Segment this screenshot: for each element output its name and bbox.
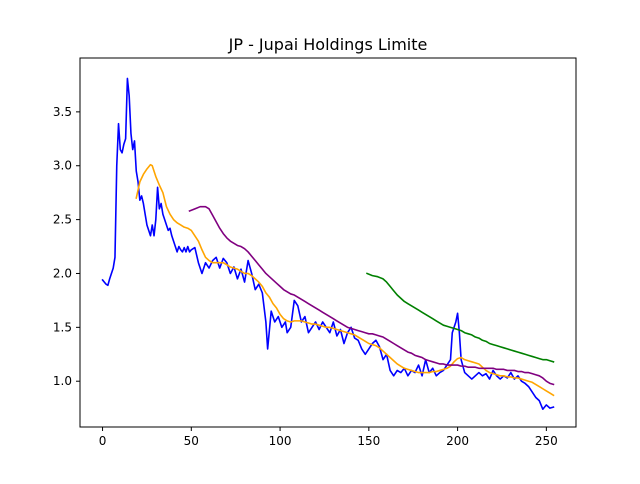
x-tick-label: 150 bbox=[357, 434, 380, 448]
series-layer bbox=[101, 77, 555, 411]
y-tick-label: 3.0 bbox=[53, 159, 72, 173]
series-line-3 bbox=[188, 205, 555, 386]
x-tick-label: 50 bbox=[184, 434, 199, 448]
x-tick-label: 0 bbox=[99, 434, 107, 448]
y-tick-label: 2.5 bbox=[53, 213, 72, 227]
plot-frame bbox=[79, 57, 577, 428]
y-tick-label: 1.0 bbox=[53, 374, 72, 388]
chart-title: JP - Jupai Holdings Limite bbox=[228, 35, 428, 54]
series-line-1 bbox=[101, 77, 555, 411]
x-tick-label: 200 bbox=[446, 434, 469, 448]
y-tick-label: 1.5 bbox=[53, 320, 72, 334]
x-tick-label: 250 bbox=[535, 434, 558, 448]
y-tick-label: 3.5 bbox=[53, 105, 72, 119]
x-tick-label: 100 bbox=[269, 434, 292, 448]
series-line-4 bbox=[366, 272, 555, 363]
axes-layer: 0 50 100 150 200 250 1.0 1.5 2.0 2.5 3.0 3.5 bbox=[53, 57, 577, 448]
y-tick-label: 2.0 bbox=[53, 266, 72, 280]
